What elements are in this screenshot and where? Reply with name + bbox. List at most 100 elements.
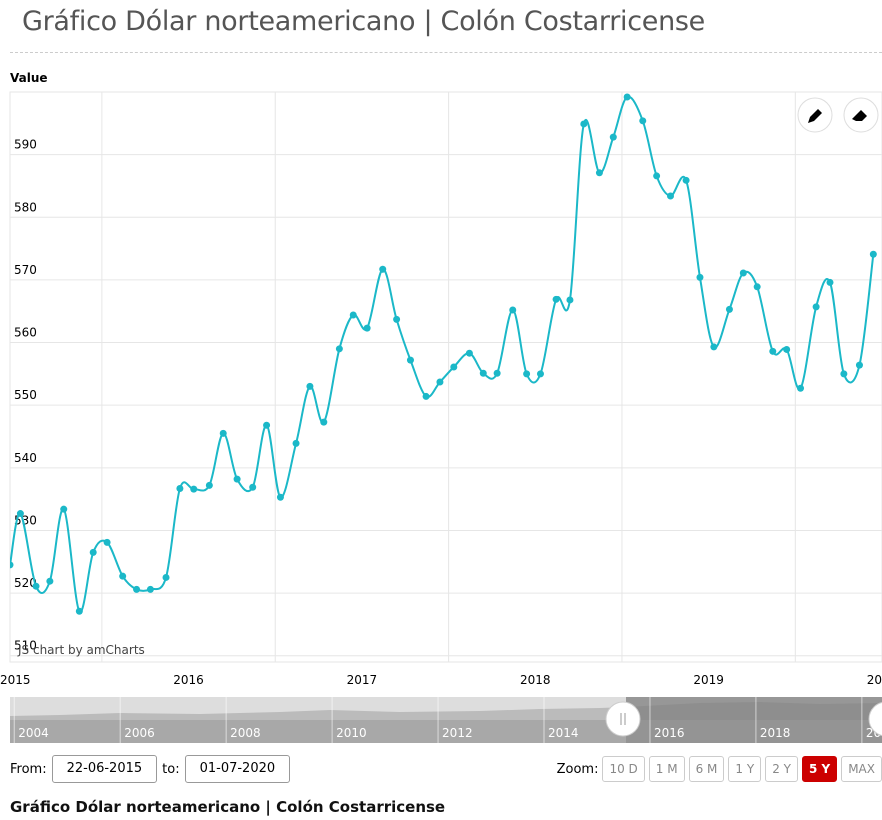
navigator-tick-label: 2018 <box>760 726 791 740</box>
zoom-button[interactable]: 10 D <box>602 756 645 782</box>
x-tick-label: 2020 <box>867 673 882 687</box>
zoom-label: Zoom: <box>556 761 599 777</box>
point <box>797 384 805 392</box>
point <box>379 265 387 273</box>
point <box>133 585 141 593</box>
navigator[interactable] <box>10 697 882 743</box>
point <box>580 120 588 128</box>
point <box>10 561 14 569</box>
point <box>523 370 531 378</box>
point <box>552 295 560 303</box>
point <box>566 296 574 304</box>
y-tick-label: 550 <box>14 388 37 402</box>
point <box>276 493 284 501</box>
point <box>32 582 40 590</box>
point <box>263 421 271 429</box>
x-axis: 2015 2016 2017 2018 2019 2020 <box>0 673 882 687</box>
x-tick-label: 2018 <box>520 673 551 687</box>
x-tick-label: 2017 <box>347 673 378 687</box>
navigator-tick-label: 2004 <box>18 726 49 740</box>
point <box>450 363 458 371</box>
from-input[interactable]: 22-06-2015 <box>51 755 158 783</box>
point <box>696 273 704 281</box>
scroll-handle[interactable] <box>605 701 882 737</box>
point <box>176 484 184 492</box>
y-axis-label: Value <box>10 71 48 85</box>
erase-button[interactable] <box>843 97 879 133</box>
point <box>493 369 501 377</box>
point <box>162 573 170 581</box>
y-tick-label: 580 <box>14 200 37 214</box>
point <box>146 585 154 593</box>
draw-button[interactable] <box>797 97 833 133</box>
point <box>710 343 718 351</box>
point <box>363 324 371 332</box>
point <box>320 418 328 426</box>
plot-frame <box>9 91 882 663</box>
point <box>219 429 227 437</box>
y-tick-label: 560 <box>14 326 37 340</box>
from-label: From: <box>10 761 47 777</box>
point <box>509 306 517 314</box>
point <box>16 510 24 518</box>
controls: From: 22-06-2015 to: 01-07-2020 Zoom: 10… <box>10 753 882 785</box>
navigator-tick-label: 2012 <box>442 726 473 740</box>
point <box>595 169 603 177</box>
point <box>422 392 430 400</box>
point <box>812 303 820 311</box>
point <box>306 382 314 390</box>
x-tick-label: 2016 <box>173 673 204 687</box>
point <box>826 278 834 286</box>
zoom-button[interactable]: 1 Y <box>728 756 762 782</box>
navigator-axis: 200420062008201020122014201620182020 <box>13 697 882 743</box>
point <box>406 356 414 364</box>
point <box>60 505 68 513</box>
zoom-button[interactable]: 1 M <box>648 756 685 782</box>
zoom-button[interactable]: 5 Y <box>801 756 838 782</box>
zoom-button[interactable]: MAX <box>841 756 882 782</box>
point <box>465 349 473 357</box>
point <box>436 378 444 386</box>
navigator-tick-label: 2014 <box>548 726 579 740</box>
point <box>536 370 544 378</box>
y-tick-label: 570 <box>14 263 37 277</box>
point <box>479 369 487 377</box>
x-tick-label: 2015 <box>0 673 30 687</box>
navigator-tick-label: 2006 <box>124 726 155 740</box>
point <box>840 370 848 378</box>
point <box>103 538 111 546</box>
point <box>190 485 198 493</box>
point <box>855 361 863 369</box>
point <box>783 345 791 353</box>
to-input[interactable]: 01-07-2020 <box>184 755 291 783</box>
credit: JS chart by amCharts <box>17 643 145 657</box>
point <box>653 172 661 180</box>
zoom-button[interactable]: 6 M <box>688 756 725 782</box>
point <box>667 192 675 200</box>
point <box>249 483 257 491</box>
title-rule <box>10 52 882 53</box>
page-title: Gráfico Dólar norteamericano | Colón Cos… <box>22 6 705 37</box>
point <box>869 250 877 258</box>
point <box>393 315 401 323</box>
point <box>119 572 127 580</box>
point <box>75 607 83 615</box>
y-tick-label: 510 <box>14 639 37 653</box>
point <box>46 577 54 585</box>
zoom-button[interactable]: 2 Y <box>765 756 798 782</box>
y-tick-label: 590 <box>14 138 37 152</box>
navigator-tick-label: 2010 <box>336 726 367 740</box>
point <box>753 283 761 291</box>
line <box>10 95 875 613</box>
point <box>623 93 631 101</box>
point <box>89 548 97 556</box>
point <box>349 311 357 319</box>
point <box>739 269 747 277</box>
to-label: to: <box>162 761 180 777</box>
y-tick-label: 540 <box>14 451 37 465</box>
point <box>725 305 733 313</box>
navigator-tick-label: 2016 <box>654 726 685 740</box>
point <box>609 133 617 141</box>
y-tick-label: 520 <box>14 576 37 590</box>
